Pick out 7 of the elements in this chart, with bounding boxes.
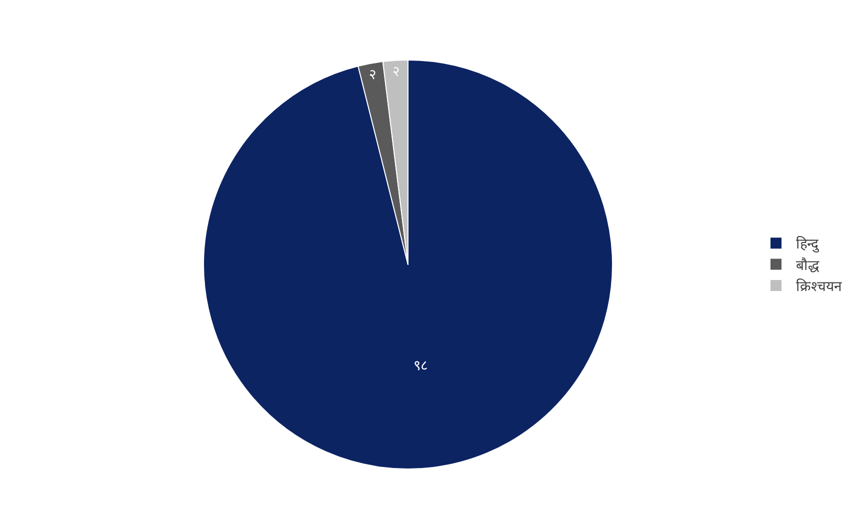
- legend-label: क्रिश्चयन: [796, 278, 842, 295]
- legend-label: बौद्ध: [796, 256, 820, 274]
- pie-slice: [203, 60, 613, 470]
- data-label: ९८: [414, 358, 428, 374]
- data-label: २: [369, 67, 376, 84]
- data-label: २: [392, 64, 400, 80]
- legend-label: हिन्दु: [796, 236, 820, 254]
